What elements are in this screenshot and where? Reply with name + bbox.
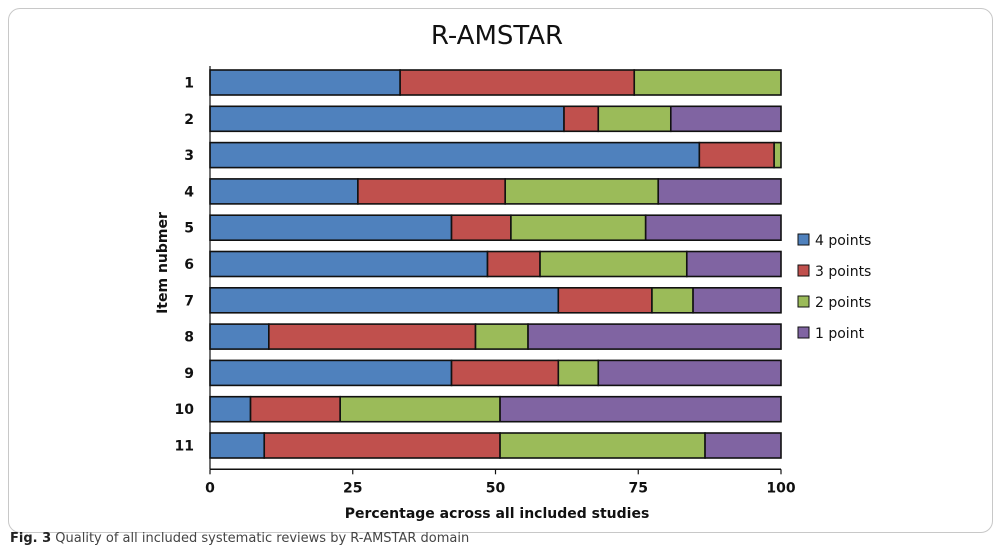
bar-segment-item-6-1-point xyxy=(685,250,782,278)
bar-segment-item-7-1-point xyxy=(692,286,782,314)
bar-segment-item-9-4-points xyxy=(209,359,453,387)
x-tick-label: 75 xyxy=(629,480,648,496)
bar-segment-item-10-3-points xyxy=(249,395,341,423)
legend: 4 points 3 points 2 points 1 point xyxy=(797,233,871,342)
bar-segment-item-4-4-points xyxy=(209,178,359,205)
legend-label: 3 points xyxy=(815,264,871,280)
bars-group xyxy=(209,69,782,459)
bar-segment-item-6-2-points xyxy=(539,250,688,278)
y-tick-label: 1 xyxy=(184,76,194,92)
legend-label: 2 points xyxy=(815,295,871,311)
bar-segment-item-2-4-points xyxy=(209,105,565,133)
bar-segment-item-7-2-points xyxy=(651,286,694,314)
y-tick-label: 8 xyxy=(184,330,194,346)
bar-segment-item-3-2-points xyxy=(773,141,782,169)
bar-segment-item-9-2-points xyxy=(557,359,600,387)
bar-segment-item-8-3-points xyxy=(268,323,477,350)
bar-segment-item-2-2-points xyxy=(597,105,672,133)
bar-segment-item-4-1-point xyxy=(657,178,782,205)
x-tick-label: 0 xyxy=(205,480,215,496)
bar-segment-item-6-4-points xyxy=(209,250,489,278)
y-axis-title: Item nubmer xyxy=(155,212,171,314)
bar-segment-item-8-2-points xyxy=(474,323,529,350)
bar-segment-item-5-2-points xyxy=(510,214,647,241)
bar-segment-item-10-2-points xyxy=(339,395,501,423)
legend-label: 4 points xyxy=(815,233,871,249)
y-tick-label: 6 xyxy=(184,257,194,273)
bar-segment-item-11-2-points xyxy=(499,432,706,459)
bar-segment-item-1-3-points xyxy=(399,69,636,96)
caption-label: Fig. 3 xyxy=(10,531,52,546)
x-tick-label: 100 xyxy=(766,480,795,496)
legend-swatch xyxy=(797,326,810,339)
bar-segment-item-2-3-points xyxy=(563,105,600,133)
bar-segment-item-2-1-point xyxy=(669,105,782,133)
chart-title: R-AMSTAR xyxy=(431,21,563,51)
bar-segment-item-5-4-points xyxy=(209,214,453,241)
bar-segment-item-1-2-points xyxy=(633,69,782,96)
bar-segment-item-6-3-points xyxy=(486,250,541,278)
bar-segment-item-11-3-points xyxy=(263,432,501,459)
bar-segment-item-1-4-points xyxy=(209,69,401,96)
bar-segment-item-7-3-points xyxy=(557,286,653,314)
bar-segment-item-11-1-point xyxy=(704,432,782,459)
bar-segment-item-8-1-point xyxy=(527,323,782,350)
y-tick-label: 5 xyxy=(184,221,194,237)
caption-text: Quality of all included systematic revie… xyxy=(55,531,470,546)
stacked-bar-chart: R-AMSTAR 1 2 3 4 5 6 7 8 9 10 11 0 25 50 75 100 Item n… xyxy=(155,21,871,522)
bar-segment-item-11-4-points xyxy=(209,432,266,459)
y-tick-labels: 1 2 3 4 5 6 7 8 9 10 11 xyxy=(175,76,195,455)
y-tick-label: 9 xyxy=(184,366,194,382)
y-tick-label: 7 xyxy=(184,293,194,309)
x-tick-label: 25 xyxy=(343,480,362,496)
legend-swatch xyxy=(797,233,810,246)
legend-label: 1 point xyxy=(815,326,865,342)
figure-caption: Fig. 3 Quality of all included systemati… xyxy=(10,531,469,546)
y-tick-label: 11 xyxy=(175,439,194,455)
y-tick-label: 3 xyxy=(184,148,194,164)
bar-segment-item-5-1-point xyxy=(644,214,782,241)
bar-segment-item-4-2-points xyxy=(504,178,660,205)
bar-segment-item-3-3-points xyxy=(698,141,775,169)
bar-segment-item-10-1-point xyxy=(499,395,782,423)
legend-swatch xyxy=(797,295,810,308)
legend-swatch xyxy=(797,264,810,277)
bar-segment-item-7-4-points xyxy=(209,286,560,314)
x-axis: 0 25 50 75 100 xyxy=(205,66,796,496)
bar-segment-item-8-4-points xyxy=(209,323,270,350)
bar-segment-item-4-3-points xyxy=(357,178,507,205)
y-tick-label: 10 xyxy=(175,402,195,418)
bar-segment-item-10-4-points xyxy=(209,395,252,423)
x-axis-title: Percentage across all included studies xyxy=(345,506,650,522)
y-tick-label: 2 xyxy=(184,112,194,128)
bar-segment-item-9-3-points xyxy=(450,359,560,387)
bar-segment-item-5-3-points xyxy=(450,214,512,241)
bar-segment-item-3-4-points xyxy=(209,141,701,169)
x-tick-label: 50 xyxy=(486,480,506,496)
y-tick-label: 4 xyxy=(184,184,194,200)
bar-segment-item-9-1-point xyxy=(597,359,782,387)
